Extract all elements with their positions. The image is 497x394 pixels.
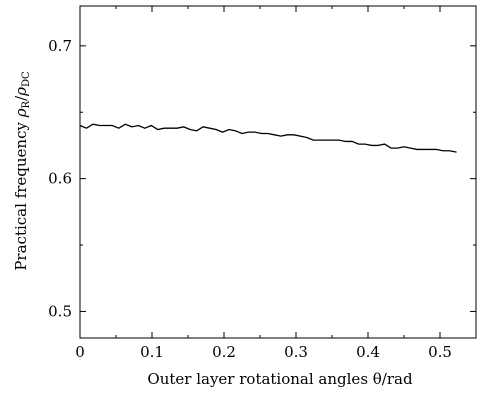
y-axis-label-slash: / [12, 95, 30, 101]
y-axis-label-sub1: R [21, 100, 32, 108]
y-axis-label-rho1: ρ [12, 108, 30, 118]
x-axis-ticks [79, 6, 477, 338]
y-tick-label: 0.7 [48, 37, 72, 55]
y-axis-tick-labels: 0.5 0.6 0.7 [48, 37, 72, 321]
x-tick-label: 0.1 [140, 343, 164, 361]
y-axis-label-main: Practical frequency [12, 117, 30, 270]
series-line [79, 123, 457, 153]
y-axis-label-sub2: DC [21, 71, 32, 87]
x-tick-label: 0.5 [428, 343, 452, 361]
y-axis-label: Practical frequency ρR/ρDC [12, 71, 32, 271]
y-axis-ticks [80, 45, 476, 312]
x-axis-label: Outer layer rotational angles θ/rad [147, 370, 413, 388]
plot-frame [79, 5, 477, 339]
y-tick-label: 0.6 [48, 170, 72, 188]
y-tick-label: 0.5 [48, 302, 72, 320]
y-axis-label-rho2: ρ [12, 87, 30, 97]
x-tick-label: 0.3 [284, 343, 308, 361]
x-axis-tick-labels: 0 0.1 0.2 0.3 0.4 0.5 [75, 343, 452, 361]
x-tick-label: 0.2 [212, 343, 236, 361]
x-tick-label: 0.4 [356, 343, 380, 361]
x-tick-label: 0 [75, 343, 85, 361]
